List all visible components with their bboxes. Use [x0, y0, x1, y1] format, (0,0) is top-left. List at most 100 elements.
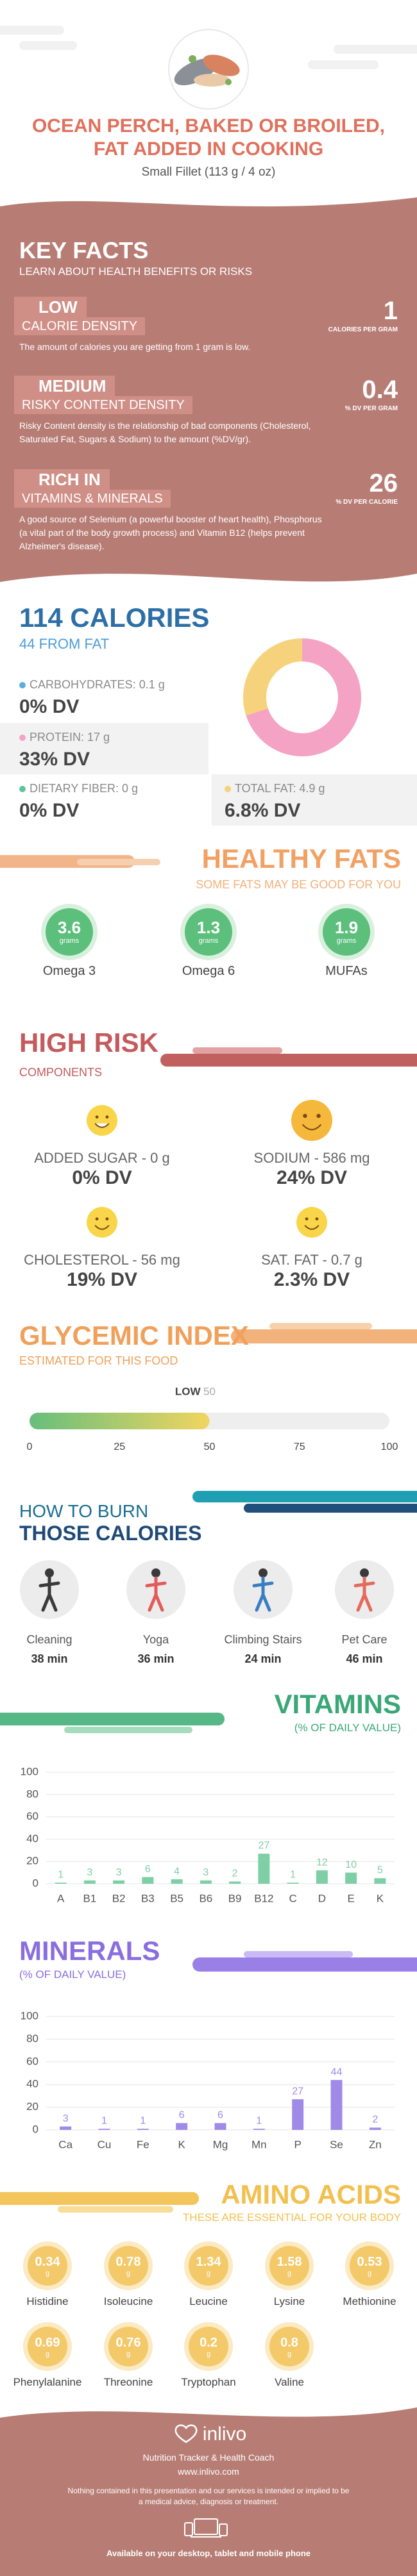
x-tick-label: Zn [369, 2138, 382, 2150]
amino-value: 1.34 [196, 2255, 221, 2269]
bar [60, 2126, 72, 2130]
legend-dot [19, 682, 26, 688]
risk-label: SAT. FAT - 0.7 g [261, 1252, 362, 1268]
bar [83, 1880, 96, 1884]
section-title: HOW TO BURN [19, 1501, 149, 1521]
activity-duration: 46 min [346, 1652, 383, 1665]
x-tick-label: D [318, 1892, 326, 1904]
face-eye [316, 1113, 321, 1118]
face-eye [95, 1217, 99, 1221]
subtitle: Small Fillet (113 g / 4 oz) [141, 165, 276, 179]
amino-value: 0.78 [115, 2255, 141, 2269]
availability: Available on your desktop, tablet and mo… [106, 2548, 311, 2558]
tagline: Nutrition Tracker & Health Coach [142, 2452, 275, 2463]
fact-label: VITAMINS & MINERALS [14, 490, 171, 508]
bar-value-label: 1 [101, 2115, 107, 2126]
section-subtitle: (% OF DAILY VALUE) [294, 1722, 401, 1734]
amino-unit: g [206, 2350, 211, 2358]
bar-value-label: 4 [174, 1866, 180, 1877]
gauge-fill [30, 1413, 210, 1429]
face-icon [87, 1207, 117, 1238]
risk-label: SODIUM - 586 mg [253, 1150, 370, 1166]
face-eye [95, 1115, 99, 1119]
bar-value-label: 1 [140, 2115, 146, 2126]
y-tick-label: 60 [26, 1810, 38, 1822]
bar-value-label: 6 [217, 2110, 223, 2121]
amino-unit: g [287, 2270, 292, 2277]
x-tick-label: B3 [141, 1892, 155, 1904]
section-subtitle: SOME FATS MAY BE GOOD FOR YOU [196, 878, 401, 891]
title-line: OCEAN PERCH, BAKED OR BROILED, [31, 115, 386, 137]
amino-circle [28, 2327, 67, 2366]
figure-head [151, 1568, 160, 1577]
section-subtitle: THESE ARE ESSENTIAL FOR YOUR BODY [182, 2211, 401, 2223]
bar-value-label: 3 [87, 1867, 92, 1878]
amino-circle [108, 2246, 148, 2286]
bar [316, 1870, 328, 1884]
bar-value-label: 1 [58, 1869, 64, 1880]
y-tick-label: 20 [26, 1855, 38, 1867]
bar-value-label: 3 [203, 1867, 208, 1878]
amino-value: 0.2 [200, 2336, 217, 2350]
fact-value: 1 [383, 297, 398, 325]
fat-circle [46, 908, 93, 956]
amino-circle [350, 2246, 389, 2286]
brand-heart [174, 2424, 198, 2443]
amino-unit: g [287, 2350, 292, 2358]
gauge-value: 50 [203, 1385, 216, 1397]
footer-background [0, 2407, 417, 2576]
bar [229, 1881, 241, 1884]
risk-dv: 24% DV [276, 1167, 348, 1188]
y-tick-label: 40 [26, 1832, 38, 1845]
fact-level: RICH IN [14, 469, 110, 490]
nutrient-label: PROTEIN: 17 g [30, 731, 110, 744]
nutrient-dv: 0% DV [19, 800, 80, 821]
x-tick-label: E [347, 1892, 354, 1904]
fact-level: LOW [14, 297, 87, 317]
device-icons [184, 2518, 228, 2538]
x-tick-label: 100 [381, 1442, 398, 1452]
x-tick-label: B1 [83, 1892, 96, 1904]
risk-label: CHOLESTEROL - 56 mg [24, 1252, 180, 1268]
amino-value: 0.8 [280, 2336, 298, 2350]
face-mouth [304, 1225, 319, 1230]
fact-label: RISKY CONTENT DENSITY [14, 396, 192, 414]
face-icon [291, 1100, 332, 1141]
bar-value-label: 1 [256, 2115, 262, 2126]
amino-name: Valine [275, 2376, 304, 2388]
figure-body [145, 1576, 167, 1612]
nutrient-label: TOTAL FAT: 4.9 g [235, 782, 325, 795]
amino-circle [28, 2246, 67, 2286]
bar-value-label: 10 [345, 1859, 357, 1870]
y-tick-label: 100 [21, 1765, 38, 1777]
amino-name: Threonine [103, 2376, 153, 2388]
figure-body [353, 1576, 375, 1612]
bar-value-label: 27 [258, 1840, 269, 1851]
amino-unit: g [45, 2350, 50, 2358]
section-title: AMINO ACIDS [221, 2179, 401, 2209]
face-icon [87, 1105, 117, 1136]
activity-name: Yoga [142, 1633, 169, 1646]
fat-name: Omega 6 [182, 964, 235, 978]
bar [292, 2099, 304, 2130]
bar [369, 2127, 381, 2130]
x-tick-label: B6 [199, 1892, 212, 1904]
bar [214, 2123, 226, 2130]
x-tick-label: K [178, 2138, 185, 2150]
section-subtitle: (% OF DAILY VALUE) [19, 1968, 126, 1981]
x-tick-label: Cu [98, 2138, 112, 2150]
fat-unit: grams [59, 937, 80, 945]
y-tick-label: 0 [33, 2123, 38, 2135]
url: www.inlivo.com [178, 2466, 239, 2477]
y-tick-label: 60 [26, 2055, 38, 2067]
bar [55, 1882, 67, 1884]
x-tick-label: B12 [254, 1892, 273, 1904]
brand: inlivo [202, 2423, 247, 2445]
bar [253, 2129, 265, 2130]
fact-unit: % DV PER GRAM [345, 405, 398, 412]
section-title: MINERALS [19, 1936, 160, 1966]
section-subtitle: 44 FROM FAT [19, 636, 110, 652]
y-tick-label: 0 [33, 1877, 38, 1889]
bar [258, 1854, 270, 1884]
amino-circle [269, 2246, 309, 2286]
